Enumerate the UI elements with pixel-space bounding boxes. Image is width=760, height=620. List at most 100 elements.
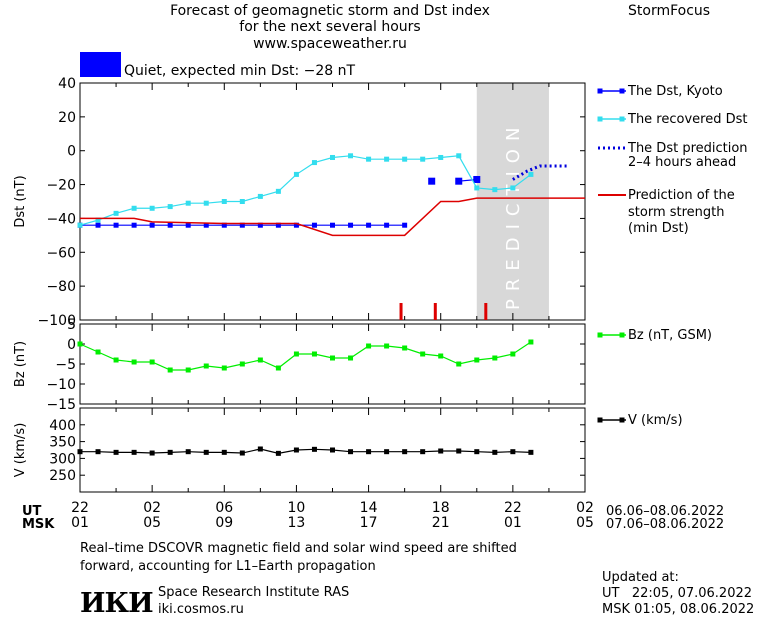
institute-name: Space Research Institute RAS [158, 585, 350, 600]
legend-dst-prediction-line1: The Dst prediction [628, 141, 748, 156]
dst-series-3-point [474, 185, 480, 191]
bz-series-0-point [330, 355, 335, 361]
bz-series-0-point [474, 357, 480, 363]
bz-series-0-point [275, 365, 281, 371]
bz-ytick-label: −15 [46, 397, 76, 413]
legend-swatch-dst-kyoto-marker [619, 88, 625, 94]
footer-note-line2: forward, accounting for L1–Earth propaga… [80, 559, 376, 574]
v-series-0-line [80, 448, 531, 454]
dst-series-3-point [149, 205, 155, 211]
bz-series-0-point [366, 343, 372, 349]
iki-logo: ИКИ [80, 588, 154, 619]
institute-site[interactable]: iki.cosmos.ru [158, 602, 244, 617]
chart-title-url: www.spaceweather.ru [253, 36, 407, 52]
prediction-label: PREDICTION [503, 120, 524, 310]
dst-series-3-point [77, 222, 83, 228]
bz-series-0-point [239, 361, 245, 367]
dst-series-3-point [492, 187, 498, 193]
dst-series-0-point [95, 222, 101, 228]
bz-series-0-point [402, 345, 408, 351]
dst-series-0-point [257, 222, 263, 228]
bz-series-0-point [293, 351, 299, 357]
dst-series-0-point [239, 222, 245, 228]
dst-series-3-point [330, 154, 335, 160]
v-series-0-point [384, 449, 390, 455]
legend-swatch-dst-kyoto-marker [597, 88, 603, 94]
dst-series-2-point [473, 175, 481, 183]
xtick-label-msk: 09 [215, 515, 233, 531]
dst-series-1-point [428, 177, 436, 185]
v-series-0-point [474, 449, 480, 455]
legend-storm-line1: Prediction of the [628, 188, 735, 203]
bz-series-0-point [456, 361, 462, 367]
v-series-0-point [510, 449, 516, 455]
status-text: Quiet, expected min Dst: −28 nT [124, 63, 356, 79]
legend-dst-recovered: The recovered Dst [628, 112, 748, 127]
v-series-0-point [203, 449, 209, 455]
v-series-0-point [348, 449, 354, 455]
storm-marker [399, 303, 403, 320]
dst-ytick-label: −40 [46, 211, 76, 227]
bz-series-0-point [221, 365, 227, 371]
dst-series-0-point [348, 222, 354, 228]
v-series-0-point [149, 450, 155, 456]
v-series-0-point [456, 448, 462, 454]
dst-series-3-point [95, 217, 101, 223]
v-series-0-point [311, 446, 317, 452]
footer-note-line1: Real–time DSCOVR magnetic field and sola… [80, 541, 517, 556]
v-ytick-label: 350 [49, 435, 76, 451]
xtick-label-ut: 18 [432, 500, 450, 516]
dst-series-3-point [384, 156, 390, 162]
bz-series-0-point [185, 367, 191, 373]
dst-series-0-point [384, 222, 390, 228]
v-series-0-point [257, 446, 263, 452]
dst-series-0-point [402, 222, 408, 228]
dst-series-3-point [203, 200, 209, 206]
bz-series-0-point [149, 359, 155, 365]
dst-series-3-point [528, 171, 534, 177]
dst-series-0-point [131, 222, 137, 228]
dst-series-0-point [330, 222, 335, 228]
v-ylabel: V (km/s) [13, 423, 28, 478]
dst-series-0-point [221, 222, 227, 228]
msk-date-range: 07.06–08.06.2022 [606, 517, 725, 532]
v-series-0-point [77, 449, 83, 455]
v-series-0-point [131, 449, 137, 455]
dst-series-0-point [293, 222, 299, 228]
dst-series-3-point [311, 160, 317, 166]
storm-strength-line [80, 197, 585, 237]
dst-prediction-line [512, 164, 569, 181]
dst-series-3-line [79, 155, 532, 226]
legend-dst-prediction-line2: 2–4 hours ahead [628, 155, 737, 170]
legend-swatch-bz-marker [597, 332, 603, 338]
prediction-band [476, 83, 549, 320]
dst-ytick-label: −80 [46, 279, 76, 295]
dst-series-3-point [420, 156, 426, 162]
xtick-label-ut: 14 [360, 500, 378, 516]
dst-series-3-point [221, 199, 227, 204]
dst-ytick-label: −100 [38, 313, 76, 329]
dst-series-0-point [366, 222, 372, 228]
ut-axis-label: UT [22, 504, 42, 519]
v-series-0-point [275, 450, 281, 456]
dst-series-0-point [113, 222, 119, 228]
updated-label: Updated at: [602, 570, 679, 585]
legend-storm-line2: storm strength [628, 205, 725, 220]
xtick-label-msk: 01 [504, 515, 522, 531]
bz-series-0-point [311, 351, 317, 357]
ut-date-range: 06.06–08.06.2022 [606, 504, 725, 519]
xtick-label-ut: 10 [288, 500, 306, 516]
brand-name: StormFocus [628, 3, 711, 19]
v-series-0-point [420, 449, 426, 455]
bz-series-0-point [95, 349, 101, 355]
v-series-0-point [167, 449, 173, 455]
updated-msk: MSK 01:05, 08.06.2022 [602, 602, 755, 617]
v-series-0-point [528, 449, 534, 455]
dst-ytick-label: −20 [46, 178, 76, 194]
v-series-0-point [366, 449, 372, 455]
dst-series-3-point [131, 205, 137, 211]
dst-series-0-point [311, 222, 317, 228]
v-series-0-point [438, 448, 444, 454]
xtick-label-msk: 01 [71, 515, 89, 531]
dst-series-3-point [239, 199, 245, 204]
